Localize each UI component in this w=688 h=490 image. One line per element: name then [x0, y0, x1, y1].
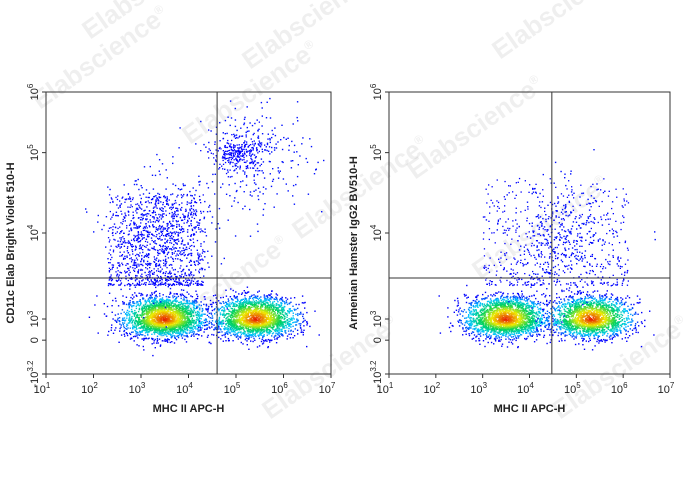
watermark-text: Elabscience® [401, 69, 549, 185]
y-tick-label: -103.2 [26, 360, 41, 388]
y-axis-title: CD11c Elab Bright Violet 510-H [5, 162, 17, 323]
x-tick-label: 106 [611, 381, 628, 396]
x-tick-label: 103 [470, 381, 487, 396]
y-tick-label: 0 [29, 337, 41, 343]
event-dots [85, 97, 325, 357]
y-tick-label: 106 [369, 83, 384, 100]
dot-plot-left: 101 102 103 104 105 106 107-103.20103104105106… [5, 83, 336, 415]
x-tick-label: 107 [658, 381, 675, 396]
y-tick-label: 103 [26, 310, 41, 327]
x-axis-title: MHC II APC-H [494, 403, 566, 415]
y-axis-title: Armenian Hamster IgG2 BV510-H [348, 156, 360, 330]
y-tick-label: 103 [369, 310, 384, 327]
watermark-text: Elabscience® [286, 129, 434, 245]
x-axis-title: MHC II APC-H [153, 403, 225, 415]
x-tick-label: 103 [129, 381, 146, 396]
x-tick-label: 105 [224, 381, 241, 396]
x-tick-label: 102 [81, 381, 98, 396]
x-tick-label: 102 [423, 381, 440, 396]
event-dots [438, 149, 656, 351]
y-tick-label: 104 [369, 224, 384, 241]
y-tick-label: 105 [26, 144, 41, 161]
y-tick-label: 105 [369, 144, 384, 161]
watermark-text: Elabscience® [486, 0, 634, 65]
x-tick-label: 107 [319, 381, 336, 396]
y-tick-label: 0 [372, 337, 384, 343]
y-tick-label: 104 [26, 224, 41, 241]
x-tick-label: 104 [517, 381, 534, 396]
y-tick-label: -103.2 [369, 360, 384, 388]
x-tick-label: 104 [176, 381, 193, 396]
